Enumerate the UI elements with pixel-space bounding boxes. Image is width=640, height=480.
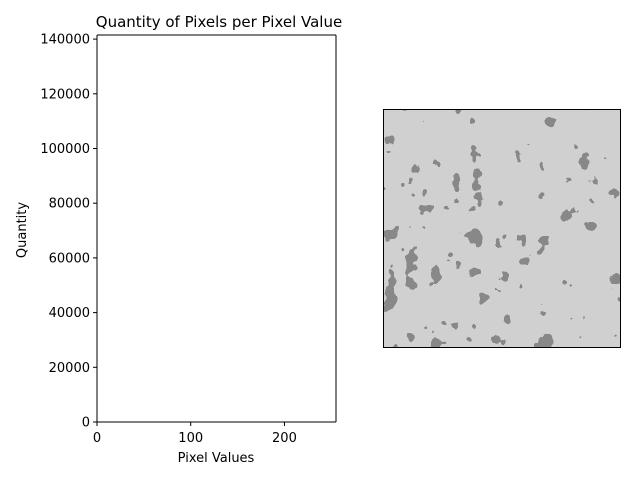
x-ticks: 0 100 200 (93, 422, 297, 446)
y-tick-label: 40000 (49, 306, 90, 321)
histogram-plot-area (97, 35, 336, 422)
y-ticks: 0 20000 40000 60000 80000 100000 120000 140000 (40, 33, 97, 431)
x-tick-label: 200 (272, 431, 297, 446)
y-tick-label: 120000 (40, 87, 90, 102)
histogram-plot: 020000400006000080000100000120000140000 … (15, 13, 342, 466)
y-tick-label: 60000 (49, 251, 90, 266)
y-tick-label: 80000 (49, 197, 90, 212)
y-tick-label: 140000 (40, 33, 90, 48)
y-axis-label: Quantity (15, 202, 30, 258)
image-border (383, 109, 621, 348)
x-axis-label: Pixel Values (178, 451, 255, 466)
y-tick-label: 0 (82, 416, 90, 431)
chart-title: Quantity of Pixels per Pixel Value (96, 13, 342, 31)
x-tick-label: 0 (93, 431, 101, 446)
thresholded-image (383, 109, 621, 348)
y-tick-label: 100000 (40, 142, 90, 157)
image-panel (383, 109, 621, 348)
x-tick-label: 100 (178, 431, 203, 446)
y-tick-label: 20000 (49, 361, 90, 376)
